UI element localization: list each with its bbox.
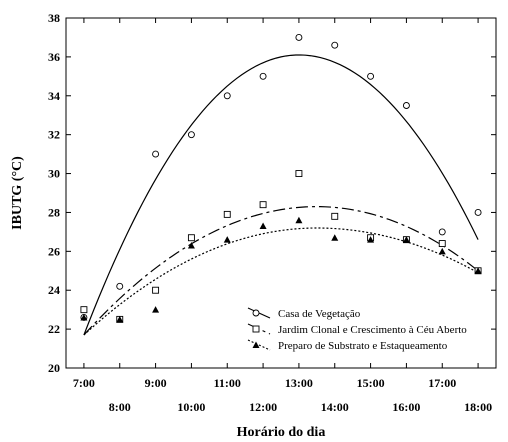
data-point-series-3 — [438, 247, 446, 255]
data-point-series-2 — [223, 210, 231, 218]
data-point-series-3 — [259, 222, 267, 230]
x-tick-label: 18:00 — [464, 400, 492, 414]
data-point-series-3 — [402, 236, 410, 243]
fit-curves — [83, 54, 479, 336]
legend: Casa de Vegetação Jardim Clonal e Crescim… — [247, 307, 467, 352]
legend-swatch-marker — [252, 309, 260, 317]
x-tick-label: 10:00 — [177, 400, 205, 414]
y-axis-title: IBUTG (°C) — [10, 156, 25, 230]
data-point-series-2 — [331, 212, 339, 220]
legend-label: Preparo de Substrato e Estaqueamento — [278, 340, 448, 352]
legend-label: Jardim Clonal e Crescimento à Céu Aberto — [278, 324, 467, 336]
x-tick-label: 7:00 — [73, 376, 95, 390]
fit-curve-series-2 — [83, 206, 479, 336]
data-point-series-2 — [295, 170, 303, 178]
data-point-series-1 — [474, 208, 482, 216]
data-point-series-1 — [223, 92, 231, 100]
x-tick-label: 9:00 — [145, 376, 167, 390]
y-tick-label: 30 — [48, 167, 60, 181]
x-tick-label: 8:00 — [109, 400, 131, 414]
y-tick-label: 32 — [48, 128, 60, 142]
data-point-series-1 — [116, 282, 124, 290]
data-point-series-2 — [438, 240, 446, 248]
data-markers — [80, 33, 482, 323]
data-point-series-3 — [152, 306, 160, 313]
legend-swatch-line — [247, 323, 271, 335]
data-point-series-3 — [367, 236, 375, 243]
plot-frame — [65, 17, 497, 369]
y-tick-label: 38 — [48, 11, 60, 25]
fit-curve-series-1 — [83, 54, 479, 336]
legend-swatch-line — [247, 339, 271, 351]
data-point-series-1 — [402, 102, 410, 109]
legend-swatch-marker — [252, 325, 260, 333]
data-point-series-1 — [438, 228, 446, 236]
x-axis: 7:00 8:00 9:00 10:00 11:00 12:00 13:00 14:00 15:… — [73, 18, 492, 414]
y-tick-label: 28 — [48, 205, 60, 219]
data-point-series-1 — [259, 72, 267, 80]
x-tick-label: 15:00 — [357, 376, 385, 390]
data-point-series-3 — [295, 216, 303, 224]
data-point-series-1 — [187, 131, 195, 139]
y-tick-label: 22 — [48, 322, 60, 336]
data-point-series-2 — [152, 286, 160, 294]
legend-swatch-marker — [252, 341, 260, 348]
data-point-series-3 — [331, 234, 339, 241]
y-tick-label: 20 — [48, 361, 60, 375]
x-axis-title: Horário do dia — [237, 425, 326, 440]
data-point-series-1 — [367, 72, 375, 80]
legend-label: Casa de Vegetação — [278, 308, 361, 320]
data-point-series-1 — [295, 33, 303, 41]
data-point-series-3 — [116, 315, 124, 323]
data-point-series-3 — [187, 242, 195, 249]
x-tick-label: 11:00 — [214, 376, 241, 390]
data-point-series-3 — [474, 267, 482, 274]
x-tick-label: 13:00 — [285, 376, 313, 390]
data-point-series-1 — [331, 41, 339, 49]
x-tick-label: 16:00 — [392, 400, 420, 414]
data-point-series-2 — [80, 306, 88, 314]
y-tick-label: 26 — [48, 244, 60, 258]
data-point-series-3 — [80, 313, 88, 321]
y-tick-label: 36 — [48, 50, 60, 64]
data-point-series-2 — [259, 201, 267, 209]
y-tick-label: 24 — [48, 283, 60, 297]
x-tick-label: 17:00 — [428, 376, 456, 390]
x-tick-label: 14:00 — [321, 400, 349, 414]
y-tick-label: 34 — [48, 89, 60, 103]
x-tick-label: 12:00 — [249, 400, 277, 414]
y-axis: 20 22 24 26 28 30 32 34 36 38 — [48, 11, 496, 375]
data-point-series-3 — [223, 236, 231, 243]
data-point-series-1 — [152, 150, 160, 158]
data-point-series-2 — [187, 234, 195, 242]
